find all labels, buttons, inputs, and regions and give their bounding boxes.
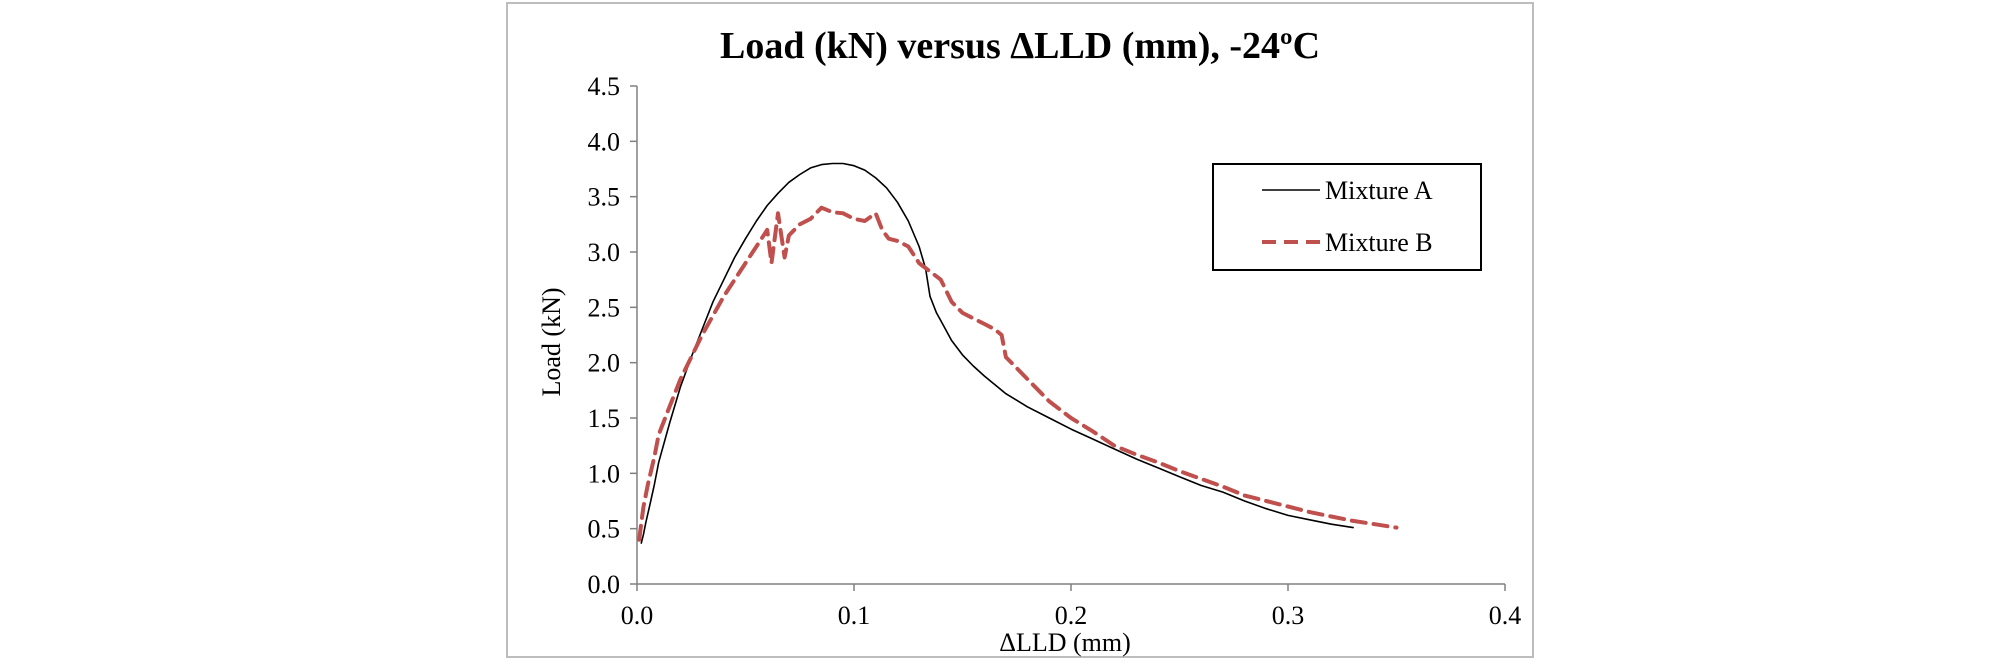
y-axis-label: Load (kN) <box>537 287 566 396</box>
legend-label-mixture-a: Mixture A <box>1325 176 1433 205</box>
y-tick-label: 0.0 <box>588 570 621 599</box>
chart-area-border <box>506 2 1534 658</box>
x-ticks: 0.0 0.1 0.2 0.3 0.4 <box>621 584 1522 630</box>
x-axis-label: ΔLLD (mm) <box>999 628 1131 657</box>
legend-box <box>1212 163 1482 271</box>
y-tick-label: 0.5 <box>588 515 621 544</box>
y-tick-label: 1.0 <box>588 459 621 488</box>
x-tick-label: 0.2 <box>1055 601 1088 630</box>
y-tick-label: 4.0 <box>588 127 621 156</box>
x-tick-label: 0.0 <box>621 601 654 630</box>
x-tick-label: 0.1 <box>838 601 871 630</box>
y-tick-label: 2.0 <box>588 349 621 378</box>
y-tick-label: 4.5 <box>588 72 621 101</box>
y-tick-label: 2.5 <box>588 293 621 322</box>
y-tick-label: 3.0 <box>588 238 621 267</box>
y-ticks: 0.0 0.5 1.0 1.5 2.0 2.5 3.0 3.5 4.0 4.5 <box>588 72 637 599</box>
series-line-mixture-b <box>637 205 1399 542</box>
plot-lines <box>637 162 1399 544</box>
x-tick-label: 0.4 <box>1489 601 1522 630</box>
legend: Mixture A Mixture B <box>1212 163 1482 271</box>
legend-label-mixture-b: Mixture B <box>1325 228 1433 257</box>
y-tick-label: 3.5 <box>588 183 621 212</box>
series-line-mixture-a <box>640 162 1354 544</box>
chart-title: Load (kN) versus ΔLLD (mm), -24ºC <box>720 25 1320 67</box>
x-tick-label: 0.3 <box>1272 601 1305 630</box>
y-tick-label: 1.5 <box>588 404 621 433</box>
